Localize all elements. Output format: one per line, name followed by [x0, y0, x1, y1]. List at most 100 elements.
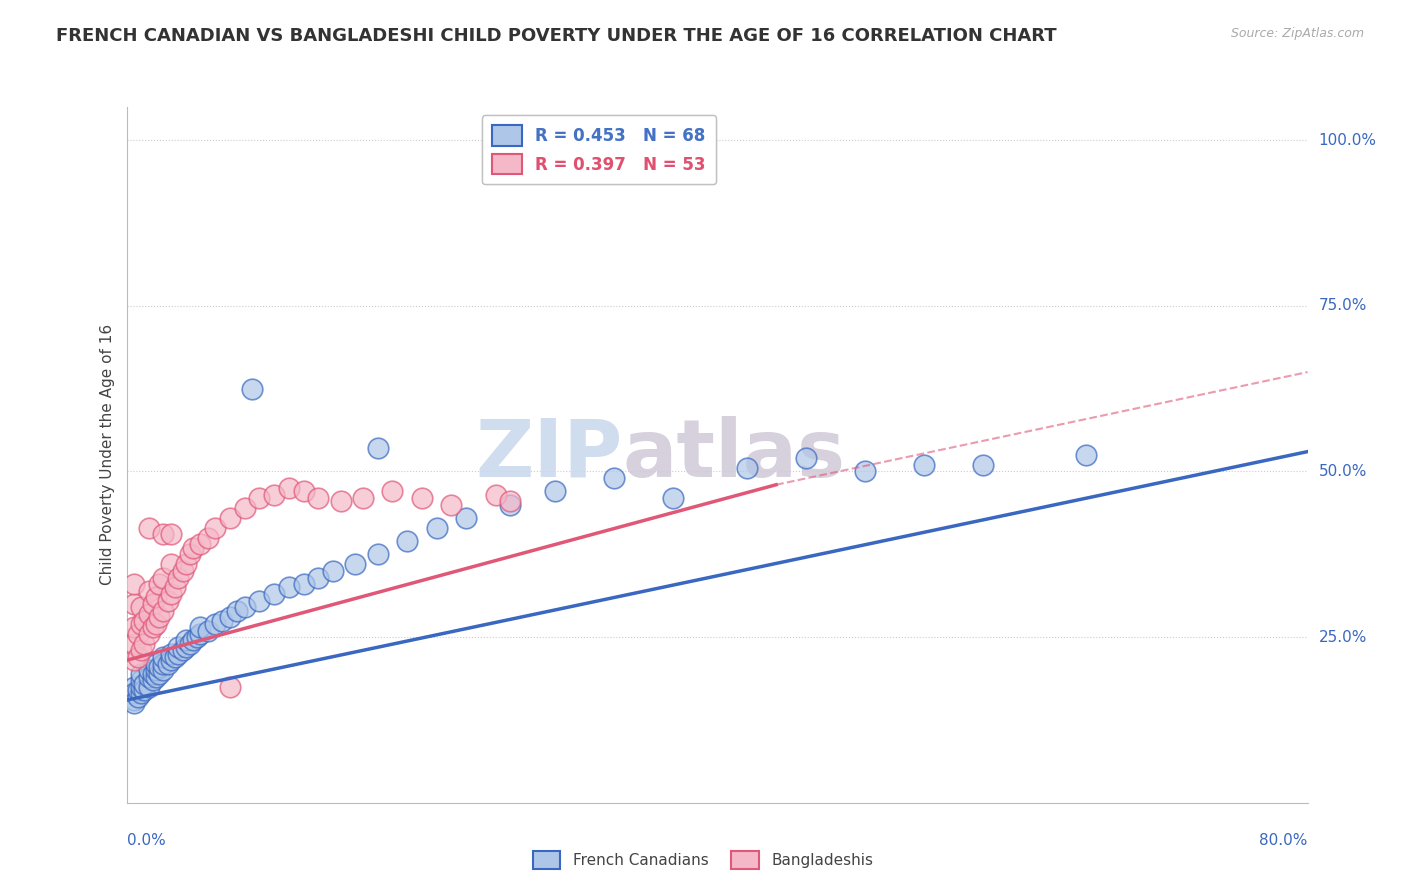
Point: [181, 633, 204, 648]
Point: [307, 491, 329, 505]
Point: [735, 461, 758, 475]
Point: [129, 643, 153, 657]
Point: [425, 521, 447, 535]
Text: 25.0%: 25.0%: [1319, 630, 1367, 645]
Point: [159, 527, 183, 541]
Point: [145, 670, 167, 684]
Point: [122, 693, 145, 707]
Point: [152, 650, 174, 665]
Point: [247, 491, 270, 505]
Point: [174, 640, 197, 654]
Point: [148, 577, 170, 591]
Point: [484, 488, 508, 502]
Point: [122, 620, 145, 634]
Point: [134, 683, 156, 698]
Point: [165, 650, 187, 665]
Point: [156, 593, 179, 607]
Point: [219, 680, 242, 694]
Point: [122, 680, 145, 694]
Point: [188, 537, 211, 551]
Point: [148, 666, 170, 681]
Point: [138, 670, 160, 684]
Point: [366, 547, 388, 561]
Point: [240, 382, 263, 396]
Point: [211, 614, 233, 628]
Point: [247, 593, 270, 607]
Point: [179, 547, 201, 561]
Point: [174, 633, 197, 648]
Point: [152, 657, 174, 671]
Point: [145, 663, 167, 677]
Point: [411, 491, 433, 505]
Point: [138, 627, 160, 641]
Point: [159, 587, 183, 601]
Point: [499, 494, 522, 508]
Point: [142, 620, 165, 634]
Point: [912, 458, 935, 472]
Point: [233, 600, 256, 615]
Point: [148, 660, 170, 674]
Point: [129, 666, 153, 681]
Point: [352, 491, 374, 505]
Point: [440, 498, 463, 512]
Point: [127, 650, 149, 665]
Point: [152, 570, 174, 584]
Point: [188, 620, 211, 634]
Point: [167, 570, 190, 584]
Point: [129, 616, 153, 631]
Point: [366, 442, 388, 456]
Point: [156, 657, 179, 671]
Point: [263, 587, 285, 601]
Point: [138, 607, 160, 621]
Point: [219, 610, 242, 624]
Point: [278, 481, 301, 495]
Point: [159, 558, 183, 572]
Point: [122, 577, 145, 591]
Point: [152, 604, 174, 618]
Text: 0.0%: 0.0%: [127, 833, 166, 848]
Point: [278, 581, 301, 595]
Point: [204, 521, 226, 535]
Point: [292, 577, 315, 591]
Legend: R = 0.453   N = 68, R = 0.397   N = 53: R = 0.453 N = 68, R = 0.397 N = 53: [482, 115, 716, 185]
Point: [204, 616, 226, 631]
Point: [292, 484, 315, 499]
Point: [142, 673, 165, 688]
Point: [129, 673, 153, 688]
Text: atlas: atlas: [623, 416, 845, 494]
Point: [197, 531, 219, 545]
Point: [174, 558, 197, 572]
Point: [138, 521, 160, 535]
Point: [145, 616, 167, 631]
Point: [181, 541, 204, 555]
Point: [134, 676, 156, 690]
Point: [167, 647, 190, 661]
Text: 80.0%: 80.0%: [1260, 833, 1308, 848]
Point: [129, 680, 153, 694]
Point: [853, 465, 876, 479]
Point: [1076, 448, 1098, 462]
Point: [148, 610, 170, 624]
Text: Source: ZipAtlas.com: Source: ZipAtlas.com: [1230, 27, 1364, 40]
Y-axis label: Child Poverty Under the Age of 16: Child Poverty Under the Age of 16: [100, 325, 115, 585]
Point: [159, 647, 183, 661]
Point: [145, 657, 167, 671]
Point: [188, 627, 211, 641]
Point: [603, 471, 626, 485]
Point: [186, 630, 208, 644]
Point: [159, 653, 183, 667]
Point: [226, 604, 249, 618]
Point: [122, 686, 145, 700]
Point: [138, 680, 160, 694]
Point: [138, 583, 160, 598]
Point: [454, 511, 477, 525]
Point: [172, 643, 194, 657]
Point: [122, 697, 145, 711]
Point: [172, 564, 194, 578]
Point: [142, 666, 165, 681]
Point: [329, 494, 352, 508]
Point: [322, 564, 344, 578]
Point: [179, 637, 201, 651]
Point: [134, 614, 156, 628]
Text: ZIP: ZIP: [475, 416, 623, 494]
